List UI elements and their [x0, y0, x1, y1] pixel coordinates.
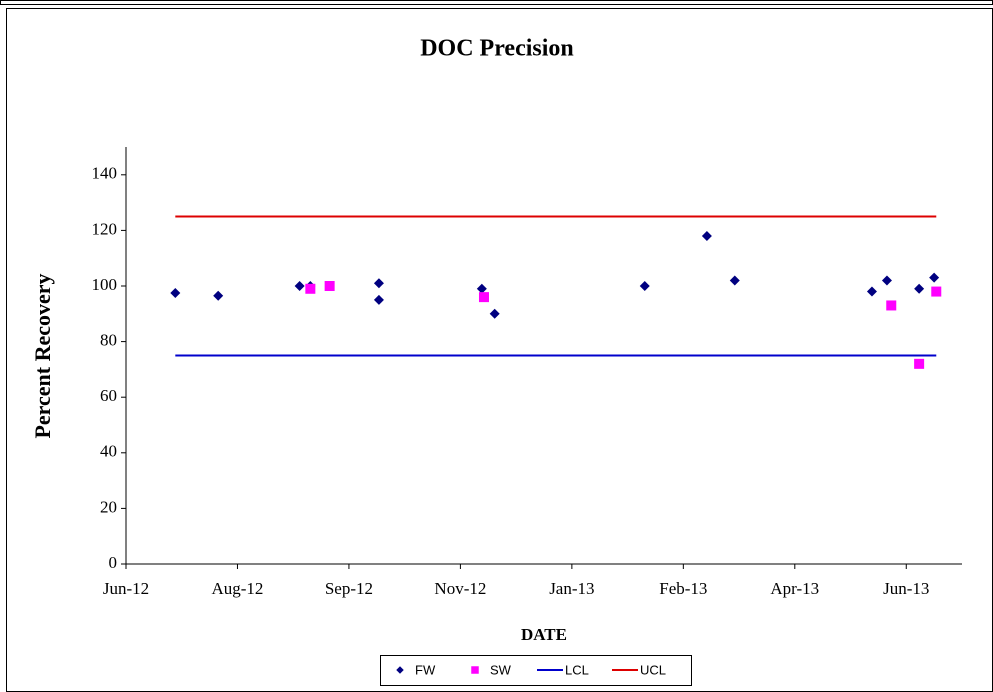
legend-swatch — [396, 666, 404, 674]
point — [701, 230, 712, 241]
point — [881, 275, 892, 286]
point — [929, 272, 940, 283]
point — [373, 278, 384, 289]
point — [914, 358, 925, 369]
point — [324, 281, 335, 291]
y-axis-label: Percent Recovery — [30, 273, 55, 438]
x-tick-label: Jan-13 — [549, 579, 594, 598]
chart-title: DOC Precision — [420, 36, 574, 62]
point — [305, 283, 316, 294]
legend-label: LCL — [565, 662, 589, 677]
legend-item: SW — [471, 662, 512, 677]
point — [931, 286, 942, 297]
legend-swatch — [471, 666, 479, 674]
x-tick-label: Aug-12 — [211, 579, 263, 598]
point — [489, 308, 500, 319]
legend-item: LCL — [537, 662, 589, 677]
x-tick-label: Nov-12 — [434, 579, 486, 598]
y-tick-label: 80 — [100, 331, 117, 350]
x-tick-label: Sep-12 — [325, 579, 373, 598]
frame-top — [0, 0, 993, 5]
x-axis-label: DATE — [521, 625, 567, 644]
y-tick-label: 140 — [92, 164, 118, 183]
y-tick-label: 20 — [100, 497, 117, 516]
legend-label: FW — [415, 662, 436, 677]
x-tick-label: Jun-13 — [883, 579, 929, 598]
point — [294, 281, 305, 291]
point — [476, 283, 487, 294]
point — [729, 275, 740, 286]
point — [170, 287, 181, 298]
point — [478, 292, 489, 303]
point — [886, 300, 897, 311]
y-tick-label: 40 — [100, 442, 117, 461]
point — [914, 283, 925, 294]
x-tick-label: Jun-12 — [103, 579, 149, 598]
point — [866, 286, 877, 297]
legend-label: UCL — [640, 662, 666, 677]
point — [213, 290, 224, 301]
y-tick-label: 60 — [100, 386, 117, 405]
point — [373, 294, 384, 305]
chart-frame — [6, 8, 993, 692]
y-tick-label: 120 — [92, 219, 118, 238]
legend-item: UCL — [612, 662, 666, 677]
legend-box — [380, 655, 692, 686]
legend-label: SW — [490, 662, 512, 677]
x-tick-label: Apr-13 — [770, 579, 819, 598]
y-tick-label: 100 — [92, 275, 118, 294]
point — [639, 281, 650, 291]
x-tick-label: Feb-13 — [659, 579, 707, 598]
y-tick-label: 0 — [109, 553, 118, 572]
legend-item: FW — [396, 662, 436, 677]
